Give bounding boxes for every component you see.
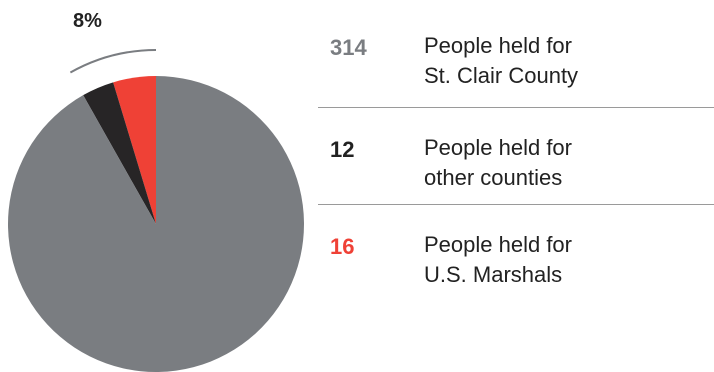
slice-other-counties xyxy=(83,82,156,224)
legend: 314 People held for St. Clair County 12 … xyxy=(318,25,714,301)
legend-value: 16 xyxy=(330,234,355,259)
legend-line: People held for xyxy=(424,33,572,58)
percentage-annotation: 8% xyxy=(73,10,102,32)
legend-row-us-marshals: 16 People held for U.S. Marshals xyxy=(318,204,714,301)
legend-line: People held for xyxy=(424,135,572,160)
legend-value: 314 xyxy=(330,35,367,60)
legend-line: St. Clair County xyxy=(424,63,579,88)
legend-line: U.S. Marshals xyxy=(424,262,563,287)
legend-row-st-clair: 314 People held for St. Clair County xyxy=(318,25,714,107)
pie-chart xyxy=(8,49,305,372)
legend-line: People held for xyxy=(424,232,572,257)
slice-st-clair-county xyxy=(8,76,305,372)
legend-line: other counties xyxy=(424,165,563,190)
legend-text: People held for U.S. Marshals xyxy=(424,230,654,290)
legend-row-other-counties: 12 People held for other counties xyxy=(318,107,714,204)
legend-value: 12 xyxy=(330,137,355,162)
legend-text: People held for other counties xyxy=(424,133,654,193)
legend-text: People held for St. Clair County xyxy=(424,31,654,91)
annotation-arc xyxy=(69,49,157,74)
slice-us-marshals xyxy=(113,76,156,224)
